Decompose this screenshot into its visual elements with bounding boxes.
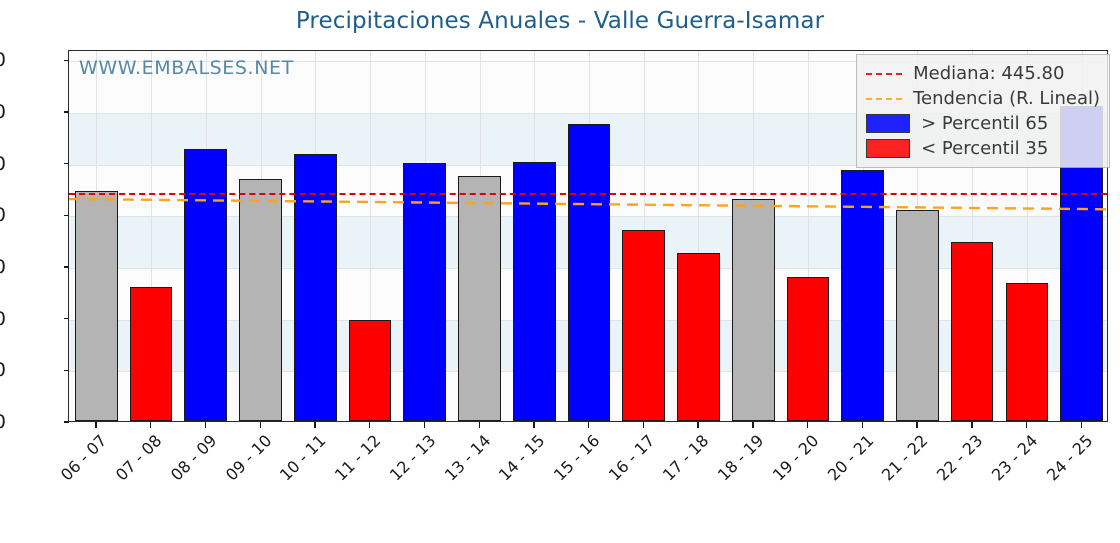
x-tick-label: 12 - 13 xyxy=(385,431,440,485)
x-tick xyxy=(642,422,645,428)
legend-item: Tendencia (R. Lineal) xyxy=(866,86,1100,111)
legend-item: Mediana: 445.80 xyxy=(866,61,1100,86)
bar xyxy=(75,191,118,421)
bar xyxy=(129,287,173,421)
chart-legend: Mediana: 445.80 Tendencia (R. Lineal) > … xyxy=(856,54,1110,168)
bar xyxy=(403,162,447,421)
y-tick xyxy=(64,162,69,165)
gridline-h xyxy=(69,61,1107,63)
legend-label: Tendencia (R. Lineal) xyxy=(913,88,1100,109)
x-tick xyxy=(204,422,207,428)
x-tick-label: 18 - 19 xyxy=(714,431,768,485)
trend-line xyxy=(69,51,1107,421)
bar xyxy=(239,178,282,421)
bar xyxy=(950,241,994,421)
bar xyxy=(677,253,720,421)
y-tick xyxy=(64,111,69,113)
y-tick-label: 200 xyxy=(0,308,6,330)
x-tick-label: 14 - 15 xyxy=(495,431,549,485)
x-tick-label: 11 - 12 xyxy=(330,431,385,485)
gridline-v xyxy=(972,51,974,421)
bar xyxy=(731,198,775,421)
y-tick xyxy=(64,59,69,62)
x-tick-label: 22 - 23 xyxy=(933,431,987,485)
legend-label: < Percentil 35 xyxy=(921,138,1049,159)
x-tick xyxy=(369,422,371,428)
chart-title: Precipitaciones Anuales - Valle Guerra-I… xyxy=(295,8,825,34)
y-tick xyxy=(64,214,69,217)
x-tick xyxy=(95,422,97,428)
bar xyxy=(567,123,611,421)
y-tick-label: 100 xyxy=(0,359,6,381)
x-tick-label: 08 - 09 xyxy=(166,431,221,485)
x-tick-label: 24 - 25 xyxy=(1042,431,1097,485)
chart-figure: Precipitaciones Anuales - Valle Guerra-I… xyxy=(0,8,1110,485)
blue-swatch-icon xyxy=(866,114,911,133)
y-tick-label: 500 xyxy=(0,153,6,175)
x-tick xyxy=(150,422,152,428)
bar xyxy=(841,170,885,421)
x-tick xyxy=(916,422,918,428)
watermark: WWW.EMBALSES.NET xyxy=(79,57,294,79)
red-swatch-icon xyxy=(866,139,911,158)
x-tick-label: 15 - 16 xyxy=(549,431,604,485)
gridline-v xyxy=(807,51,809,421)
gridline-v xyxy=(151,51,153,421)
median-line-icon xyxy=(866,72,903,75)
x-tick xyxy=(806,422,809,428)
bar xyxy=(786,276,830,421)
legend-label: > Percentil 65 xyxy=(921,113,1049,134)
x-tick xyxy=(697,422,699,428)
y-tick-label: 600 xyxy=(0,101,6,123)
x-tick-label: 23 - 24 xyxy=(987,431,1042,485)
x-tick xyxy=(478,422,480,428)
y-tick xyxy=(64,266,69,268)
gridline-v xyxy=(370,51,372,421)
legend-label: Mediana: 445.80 xyxy=(913,63,1065,84)
x-tick xyxy=(861,422,864,428)
y-tick-label: 400 xyxy=(0,204,6,226)
y-tick xyxy=(64,421,69,423)
bar xyxy=(293,153,337,421)
x-tick xyxy=(971,422,973,428)
median-line xyxy=(69,192,1107,195)
y-tick-label: 700 xyxy=(0,49,6,71)
x-tick xyxy=(588,422,590,428)
bar xyxy=(1005,283,1049,421)
y-tick-label: 0 xyxy=(0,411,6,433)
x-tick xyxy=(259,422,261,428)
x-tick xyxy=(423,422,426,428)
legend-item: < Percentil 35 xyxy=(866,136,1100,161)
bar xyxy=(458,175,501,421)
gridline-v xyxy=(698,51,700,421)
x-tick xyxy=(752,422,754,428)
bar xyxy=(348,320,392,421)
x-tick xyxy=(1025,422,1028,428)
trend-line-icon xyxy=(866,97,903,100)
x-tick-label: 19 - 20 xyxy=(768,431,823,485)
x-tick-label: 07 - 08 xyxy=(112,431,166,485)
x-tick xyxy=(314,422,316,428)
x-tick xyxy=(1080,422,1083,428)
bar xyxy=(512,161,556,421)
gridline-h xyxy=(69,113,1107,114)
y-tick-label: 300 xyxy=(0,256,6,278)
bar xyxy=(622,229,666,421)
y-tick xyxy=(64,369,69,372)
x-tick-label: 10 - 11 xyxy=(276,431,330,485)
bar xyxy=(896,210,939,421)
y-tick xyxy=(64,317,69,320)
x-tick xyxy=(533,422,535,428)
x-tick-label: 21 - 22 xyxy=(878,431,932,485)
legend-item: > Percentil 65 xyxy=(866,111,1100,136)
gridline-v xyxy=(1026,51,1028,421)
